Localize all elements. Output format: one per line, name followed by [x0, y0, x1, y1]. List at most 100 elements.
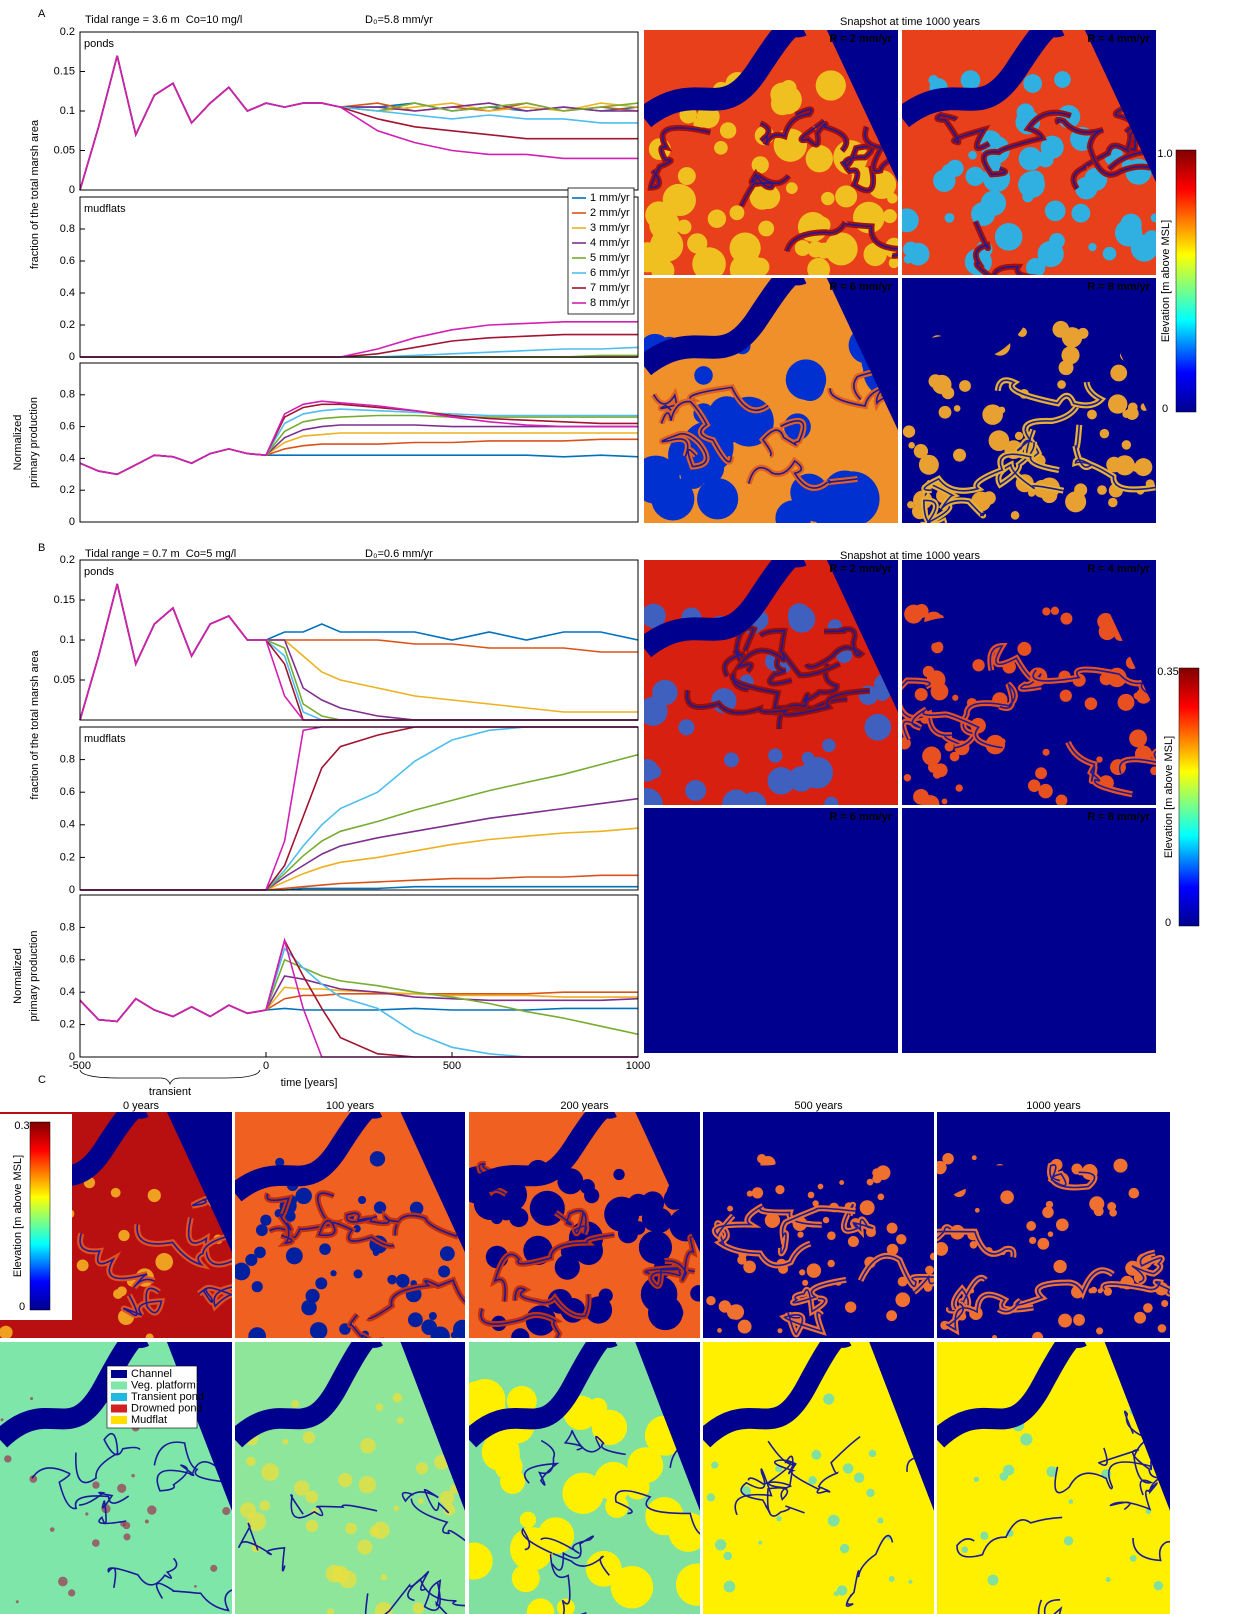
map-patch	[1073, 1314, 1085, 1326]
map-patch	[946, 159, 964, 177]
map-patch	[907, 501, 915, 509]
map-river	[235, 1112, 383, 1202]
map-patch	[711, 1461, 719, 1469]
map-patch	[877, 1517, 884, 1524]
map-channel	[367, 1279, 465, 1320]
map-channel	[349, 1314, 369, 1338]
map-sea	[1104, 1342, 1170, 1511]
c-legend-swatch	[111, 1370, 127, 1378]
map-patch	[1054, 71, 1071, 88]
y-tick-label: 0.1	[60, 105, 75, 117]
map-patch	[282, 1438, 289, 1445]
x-axis-label: time [years]	[281, 1077, 338, 1089]
map-patch	[1153, 1580, 1164, 1591]
map-patch	[775, 1184, 785, 1195]
map-patch	[4, 1455, 12, 1463]
map-patch	[764, 1212, 780, 1229]
map-patch	[973, 1476, 980, 1482]
map-patch	[864, 713, 892, 741]
map-patch	[1096, 1327, 1104, 1335]
map-river	[644, 30, 807, 128]
map-channel	[998, 1269, 1114, 1313]
map-patch	[606, 1479, 629, 1502]
y-tick-label: 0.6	[60, 255, 75, 267]
map-patch	[801, 751, 815, 765]
map-patch	[648, 765, 662, 779]
map-channel	[1054, 1461, 1153, 1494]
x-tick-label: -500	[69, 1060, 91, 1072]
map-patch	[969, 1240, 978, 1249]
map-river	[644, 560, 807, 658]
map-channel	[902, 679, 965, 747]
map-channel	[345, 1212, 400, 1224]
map-patch	[392, 1393, 403, 1403]
map-channel	[1109, 1471, 1170, 1511]
map-patch	[1114, 219, 1143, 247]
map-patch	[1107, 462, 1116, 471]
map-channel	[664, 1235, 700, 1282]
map	[469, 1342, 700, 1614]
map-patch	[1049, 232, 1065, 249]
map-patch	[652, 679, 678, 706]
map-patch	[649, 209, 680, 241]
map-channel	[156, 1461, 220, 1492]
c-legend-label: Channel	[131, 1368, 172, 1380]
map-channel	[1074, 424, 1156, 491]
map-patch	[1038, 783, 1053, 799]
map-patch	[1071, 203, 1091, 223]
map-patch	[1110, 364, 1128, 382]
map-channel	[714, 1205, 822, 1238]
map-patch	[944, 742, 954, 752]
map-channel	[555, 1209, 588, 1235]
plot-area	[80, 727, 638, 890]
legend-box	[567, 187, 635, 315]
map	[644, 560, 898, 805]
map-channel	[394, 1214, 465, 1237]
map-channel	[1098, 1447, 1170, 1479]
axes-title: mudflats	[84, 733, 126, 745]
map-patch	[822, 1216, 830, 1224]
map-channel	[786, 222, 898, 257]
map-patch	[412, 1602, 425, 1614]
map-channel	[778, 663, 838, 730]
map-patch	[928, 374, 943, 389]
map-patch	[638, 1230, 673, 1264]
axes-frame	[79, 894, 639, 1058]
map-river	[703, 1342, 852, 1448]
map-channel	[923, 453, 1060, 492]
map-patch	[888, 257, 898, 269]
panel-letter: B	[38, 542, 45, 554]
time-label: 500 years	[794, 1100, 843, 1112]
map-patch	[868, 1449, 877, 1458]
map-channel	[410, 1498, 465, 1542]
time-label: 100 years	[326, 1100, 375, 1112]
map-patch	[842, 1463, 854, 1474]
map-patch	[925, 1265, 934, 1275]
legend-label: 4 mm/yr	[590, 237, 630, 249]
legend-label: 8 mm/yr	[590, 297, 630, 309]
map-channel	[946, 1293, 1034, 1332]
map-sea	[826, 30, 898, 182]
map-patch	[808, 1476, 817, 1485]
map-patch	[526, 1598, 555, 1614]
panel-header: Tidal range = 3.6 m Co=10 mg/l	[85, 14, 242, 26]
map-patch	[737, 1319, 752, 1334]
axes-frame	[79, 559, 639, 721]
map-patch	[319, 1243, 331, 1255]
map-channel	[1115, 101, 1156, 149]
map-patch	[1035, 767, 1047, 780]
map-river	[902, 278, 1065, 376]
time-label: 1000 years	[1026, 1100, 1081, 1112]
map	[937, 1112, 1170, 1338]
map-channel	[1102, 1281, 1170, 1295]
map-patch	[807, 257, 831, 275]
map-patch	[562, 1472, 604, 1515]
map-patch	[1014, 431, 1024, 441]
colorbar-bottom: 0	[1165, 917, 1171, 929]
map-label: R = 2 mm/yr	[829, 33, 892, 45]
map-patch	[1103, 1287, 1113, 1296]
map-patch	[1150, 766, 1156, 776]
map-patch	[1127, 402, 1138, 413]
map-patch	[1129, 1554, 1137, 1562]
map-sea	[1084, 560, 1156, 712]
